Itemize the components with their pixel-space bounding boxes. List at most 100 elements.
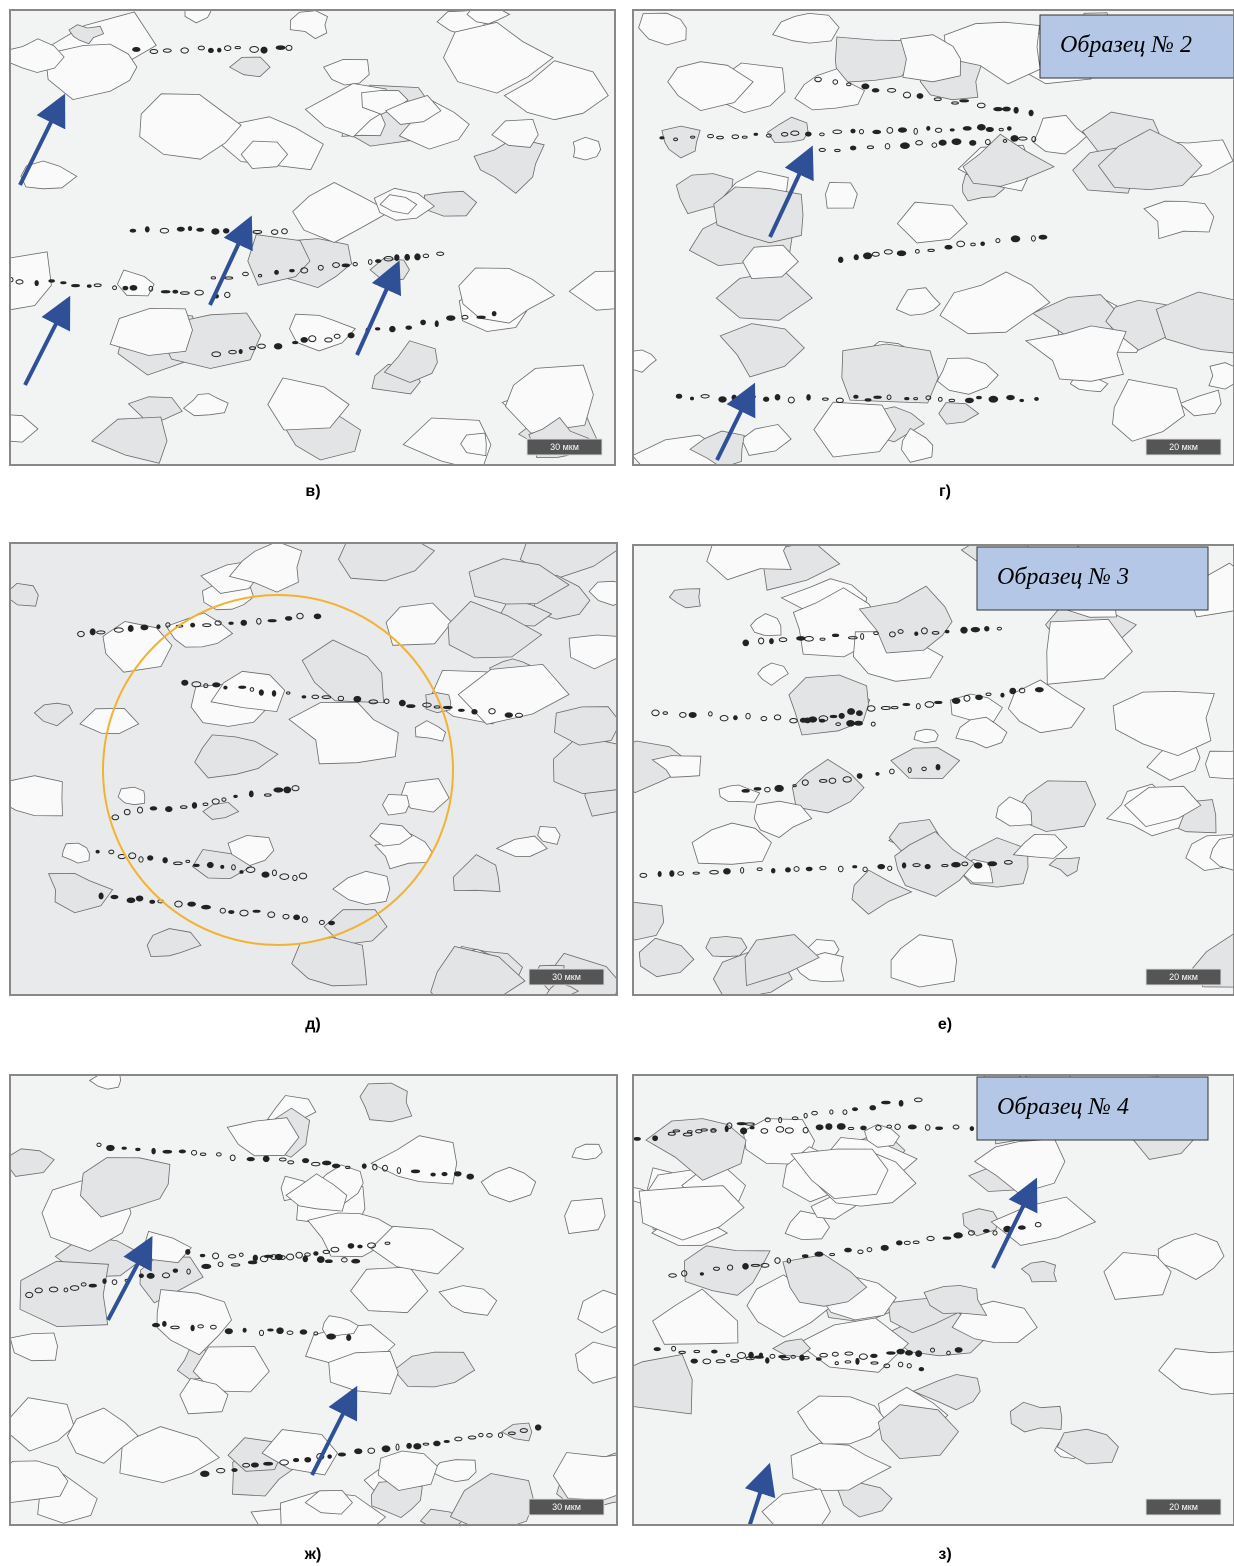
inclusion (960, 100, 969, 102)
inclusion (390, 326, 395, 331)
inclusion (676, 394, 682, 398)
inclusion (225, 1329, 232, 1334)
inclusion (800, 1355, 804, 1360)
inclusion (89, 1284, 96, 1287)
inclusion (163, 1321, 167, 1326)
inclusion (122, 1147, 126, 1149)
inclusion (328, 1455, 332, 1458)
inclusion (259, 690, 263, 695)
inclusion (405, 254, 410, 260)
inclusion (421, 320, 426, 325)
inclusion (899, 1100, 903, 1106)
inclusion (970, 141, 976, 146)
inclusion (1007, 127, 1011, 130)
inclusion (358, 1245, 362, 1248)
inclusion (826, 1124, 832, 1130)
scale-bar-label: 20 мкм (1169, 1502, 1198, 1512)
panel-caption: з) (938, 1546, 951, 1563)
inclusion (847, 721, 855, 727)
inclusion (261, 47, 267, 53)
inclusion (977, 396, 982, 398)
inclusion (90, 629, 95, 635)
inclusion (459, 709, 465, 711)
inclusion (348, 1244, 354, 1249)
inclusion (919, 1368, 924, 1371)
inclusion (724, 869, 731, 874)
inclusion (865, 399, 871, 401)
inclusion (939, 140, 946, 145)
inclusion (347, 1335, 351, 1341)
inclusion (851, 129, 855, 133)
inclusion (302, 1159, 308, 1163)
inclusion (202, 1264, 211, 1268)
inclusion (945, 245, 952, 249)
inclusion (454, 1172, 461, 1176)
inclusion (447, 316, 455, 320)
inclusion (434, 1441, 440, 1446)
inclusion (691, 1359, 697, 1363)
inclusion (166, 807, 172, 812)
micrograph-panel: 30 мкмж) (0, 1071, 647, 1563)
inclusion (806, 867, 812, 871)
grain (1209, 363, 1234, 390)
inclusion (830, 715, 837, 717)
inclusion (141, 625, 148, 630)
inclusion (300, 1330, 307, 1334)
inclusion (1039, 235, 1047, 239)
inclusion (492, 311, 496, 315)
inclusion (963, 127, 971, 130)
inclusion (444, 1440, 449, 1442)
grain (1206, 749, 1234, 779)
inclusion (845, 1248, 852, 1252)
inclusion (1007, 395, 1015, 399)
inclusion (229, 622, 233, 624)
inclusion (139, 1274, 143, 1277)
grain (842, 344, 939, 403)
inclusion (201, 1471, 209, 1476)
inclusion (954, 1233, 962, 1238)
grain (426, 693, 451, 713)
inclusion (908, 1125, 916, 1129)
inclusion (268, 1329, 273, 1331)
inclusion (816, 1125, 823, 1130)
inclusion (472, 710, 477, 714)
inclusion (1035, 688, 1043, 692)
grain (573, 137, 600, 160)
inclusion (1011, 236, 1019, 242)
inclusion (961, 627, 967, 633)
inclusion (111, 895, 118, 898)
micrograph: 30 мкм (0, 512, 645, 1019)
inclusion (411, 1170, 419, 1173)
inclusion (848, 709, 855, 715)
inclusion (1018, 1226, 1025, 1229)
inclusion (188, 226, 191, 230)
inclusion (442, 1172, 447, 1175)
inclusion (965, 398, 973, 403)
inclusion (224, 686, 227, 689)
inclusion (395, 255, 399, 261)
micrograph-panel: 20 мкмОбразец № 3е) (596, 525, 1234, 1034)
inclusion (878, 865, 885, 869)
inclusion (152, 1148, 155, 1153)
inclusion (338, 1453, 345, 1456)
inclusion (352, 1259, 360, 1263)
inclusion (816, 1358, 821, 1361)
inclusion (917, 94, 923, 99)
micrograph: 20 мкмОбразец № 2 (628, 10, 1234, 482)
inclusion (832, 634, 838, 636)
inclusion (136, 896, 143, 901)
inclusion (293, 1459, 298, 1462)
inclusion (658, 871, 661, 876)
inclusion (873, 130, 881, 133)
scale-bar-label: 20 мкм (1169, 442, 1198, 452)
inclusion (734, 716, 738, 720)
panel-caption: ж) (304, 1546, 322, 1563)
inclusion (743, 1264, 749, 1270)
inclusion (898, 128, 906, 132)
inclusion (314, 1252, 318, 1255)
inclusion (1014, 107, 1018, 113)
inclusion (145, 227, 149, 232)
inclusion (779, 1355, 786, 1357)
inclusion (152, 1323, 159, 1326)
inclusion (96, 850, 99, 853)
